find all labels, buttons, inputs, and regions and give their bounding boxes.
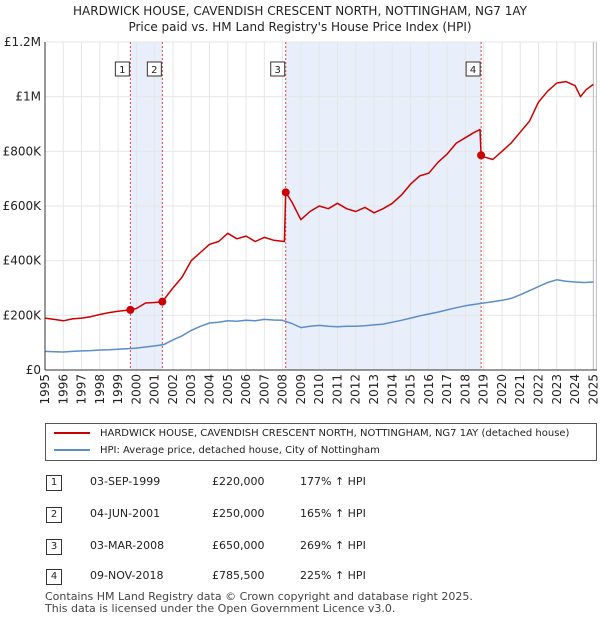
transaction-label: 4 bbox=[470, 65, 476, 76]
transaction-price: £250,000 bbox=[212, 507, 265, 520]
transaction-label: 1 bbox=[119, 65, 125, 76]
legend-swatch-blue bbox=[54, 449, 90, 451]
transaction-price: £220,000 bbox=[212, 475, 265, 488]
x-tick-label: 2010 bbox=[312, 374, 326, 405]
x-tick-label: 2007 bbox=[257, 374, 271, 405]
transaction-point bbox=[281, 188, 290, 197]
x-tick-label: 1995 bbox=[38, 374, 52, 405]
x-tick-label: 2001 bbox=[148, 374, 162, 405]
y-tick-label: £200K bbox=[3, 308, 43, 322]
x-tick-label: 2016 bbox=[422, 374, 436, 405]
legend-swatch-red bbox=[54, 432, 90, 434]
x-tick-label: 2011 bbox=[330, 374, 344, 405]
transaction-date: 04-JUN-2001 bbox=[90, 507, 161, 520]
x-tick-label: 2014 bbox=[385, 374, 399, 405]
transaction-number: 3 bbox=[46, 539, 62, 555]
x-tick-label: 2012 bbox=[349, 374, 363, 405]
series-line-property bbox=[44, 80, 594, 322]
y-tick-label: £1M bbox=[15, 90, 41, 104]
x-tick-label: 2000 bbox=[129, 374, 143, 405]
y-tick-label: £400K bbox=[3, 254, 43, 268]
price-chart: 1 2 3 4 £0 £200K £400K £600K £800K £1M £1.2M 1995 19… bbox=[3, 35, 600, 405]
x-tick-label: 2024 bbox=[568, 374, 582, 405]
x-tick-label: 2002 bbox=[166, 374, 180, 405]
x-tick-label: 2017 bbox=[440, 374, 454, 405]
transaction-label-box bbox=[146, 61, 162, 77]
x-tick-label: 2025 bbox=[586, 374, 600, 405]
transaction-date: 03-MAR-2008 bbox=[90, 539, 165, 552]
x-tick-label: 2009 bbox=[294, 374, 308, 405]
chart-title: HARDWICK HOUSE, CAVENDISH CRESCENT NORTH… bbox=[73, 4, 527, 18]
x-tick-label: 2023 bbox=[550, 374, 564, 405]
transaction-row: 2 04-JUN-2001 £250,000 165% ↑ HPI bbox=[0, 504, 600, 524]
transaction-label-box bbox=[465, 61, 481, 77]
chart-subtitle: Price paid vs. HM Land Registry's House … bbox=[128, 20, 472, 34]
legend-item-hpi: HPI: Average price, detached house, City… bbox=[54, 443, 380, 459]
transaction-hpi: 269% ↑ HPI bbox=[300, 539, 366, 552]
x-tick-label: 1998 bbox=[93, 374, 107, 405]
x-tick-label: 2003 bbox=[184, 374, 198, 405]
transaction-row: 1 03-SEP-1999 £220,000 177% ↑ HPI bbox=[0, 472, 600, 492]
transaction-row: 4 09-NOV-2018 £785,500 225% ↑ HPI bbox=[0, 566, 600, 586]
transaction-number: 2 bbox=[46, 507, 62, 523]
x-tick-label: 2013 bbox=[367, 374, 381, 405]
transaction-point bbox=[477, 151, 486, 160]
chart-legend: HARDWICK HOUSE, CAVENDISH CRESCENT NORTH… bbox=[45, 423, 597, 461]
x-tick-label: 2008 bbox=[276, 374, 290, 405]
x-tick-label: 1999 bbox=[111, 374, 125, 405]
series-line-hpi bbox=[44, 279, 594, 353]
legend-label-hpi: HPI: Average price, detached house, City… bbox=[100, 445, 380, 456]
y-tick-label: £1.2M bbox=[4, 35, 41, 49]
transaction-number: 4 bbox=[46, 569, 62, 585]
transaction-hpi: 177% ↑ HPI bbox=[300, 475, 366, 488]
x-tick-label: 1997 bbox=[75, 374, 89, 405]
x-tick-label: 2005 bbox=[221, 374, 235, 405]
transaction-number: 1 bbox=[46, 475, 62, 491]
x-tick-label: 2020 bbox=[495, 374, 509, 405]
y-tick-label: £800K bbox=[3, 144, 43, 158]
x-tick-label: 2015 bbox=[404, 374, 418, 405]
transaction-date: 03-SEP-1999 bbox=[90, 475, 161, 488]
transaction-date: 09-NOV-2018 bbox=[90, 569, 164, 582]
transaction-hpi: 225% ↑ HPI bbox=[300, 569, 366, 582]
footer-copyright: Contains HM Land Registry data © Crown c… bbox=[45, 590, 473, 603]
x-tick-label: 2004 bbox=[203, 374, 217, 405]
transaction-point bbox=[126, 305, 135, 314]
transaction-label: 3 bbox=[275, 65, 281, 76]
x-tick-label: 2022 bbox=[532, 374, 546, 405]
transaction-point bbox=[158, 297, 167, 306]
transaction-price: £785,500 bbox=[212, 569, 265, 582]
legend-item-property: HARDWICK HOUSE, CAVENDISH CRESCENT NORTH… bbox=[54, 426, 569, 442]
x-tick-label: 2018 bbox=[458, 374, 472, 405]
legend-label-property: HARDWICK HOUSE, CAVENDISH CRESCENT NORTH… bbox=[100, 428, 570, 439]
x-tick-label: 2021 bbox=[513, 374, 527, 405]
y-tick-label: £0 bbox=[26, 363, 41, 377]
transaction-label: 2 bbox=[151, 65, 157, 76]
transaction-row: 3 03-MAR-2008 £650,000 269% ↑ HPI bbox=[0, 536, 600, 556]
y-tick-label: £600K bbox=[3, 199, 43, 213]
x-tick-label: 2019 bbox=[477, 374, 491, 405]
x-tick-label: 1996 bbox=[56, 374, 70, 405]
transaction-label-box bbox=[270, 61, 286, 77]
transaction-price: £650,000 bbox=[212, 539, 265, 552]
transaction-hpi: 165% ↑ HPI bbox=[300, 507, 366, 520]
x-tick-label: 2006 bbox=[239, 374, 253, 405]
footer-licence: This data is licensed under the Open Gov… bbox=[45, 602, 396, 615]
transaction-label-box bbox=[114, 61, 130, 77]
